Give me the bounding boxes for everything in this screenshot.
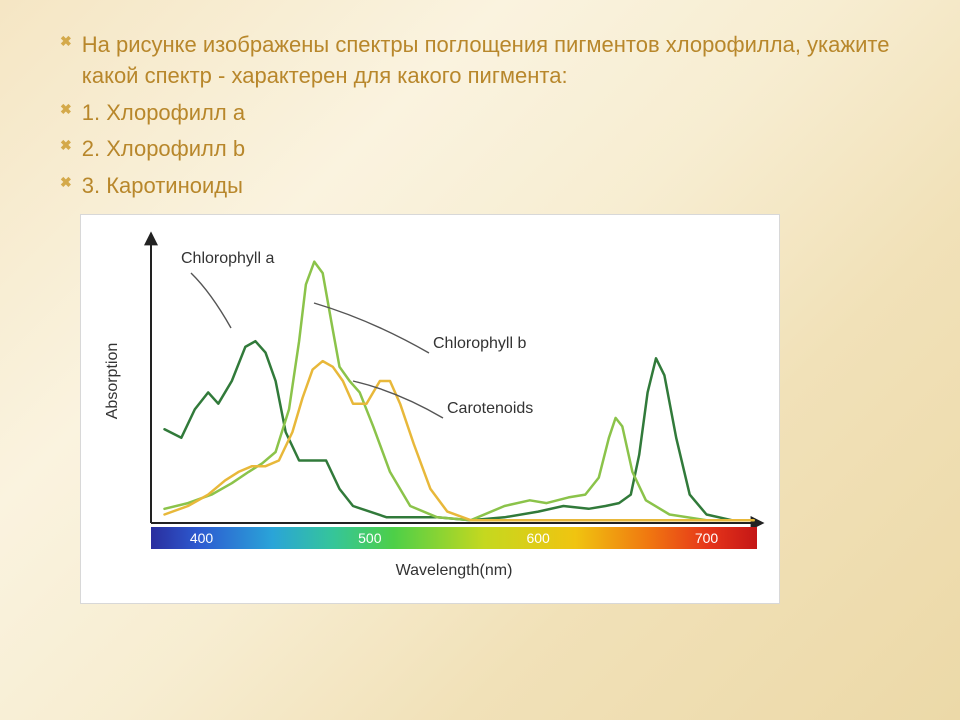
svg-text:Absorption: Absorption bbox=[104, 343, 121, 420]
svg-text:Wavelength(nm): Wavelength(nm) bbox=[396, 562, 513, 579]
chart-svg: 400 500 600 700 Absorption Wavelength(nm) Chlo… bbox=[91, 223, 771, 597]
svg-text:Carotenoids: Carotenoids bbox=[447, 400, 533, 417]
bullet-item: ✖ 2. Хлорофилл b bbox=[60, 134, 920, 165]
bullet-icon: ✖ bbox=[60, 136, 72, 156]
svg-text:400: 400 bbox=[190, 530, 214, 546]
bullet-list: ✖ На рисунке изображены спектры поглощен… bbox=[60, 30, 920, 202]
svg-text:Chlorophyll b: Chlorophyll b bbox=[433, 335, 526, 352]
svg-text:700: 700 bbox=[695, 530, 719, 546]
bullet-text: 3. Каротиноиды bbox=[82, 171, 243, 202]
bullet-icon: ✖ bbox=[60, 32, 72, 52]
bullet-icon: ✖ bbox=[60, 100, 72, 120]
svg-text:Chlorophyll a: Chlorophyll a bbox=[181, 250, 274, 267]
absorption-chart: 400 500 600 700 Absorption Wavelength(nm) Chlo… bbox=[80, 214, 780, 604]
bullet-item: ✖ 1. Хлорофилл а bbox=[60, 98, 920, 129]
bullet-item: ✖ На рисунке изображены спектры поглощен… bbox=[60, 30, 920, 92]
bullet-icon: ✖ bbox=[60, 173, 72, 193]
bullet-text: 2. Хлорофилл b bbox=[82, 134, 245, 165]
bullet-text: 1. Хлорофилл а bbox=[82, 98, 245, 129]
bullet-item: ✖ 3. Каротиноиды bbox=[60, 171, 920, 202]
svg-text:600: 600 bbox=[526, 530, 550, 546]
bullet-text: На рисунке изображены спектры поглощения… bbox=[82, 30, 920, 92]
svg-text:500: 500 bbox=[358, 530, 382, 546]
series-chlorophyll-a bbox=[165, 341, 754, 520]
series-chlorophyll-b bbox=[165, 262, 754, 521]
